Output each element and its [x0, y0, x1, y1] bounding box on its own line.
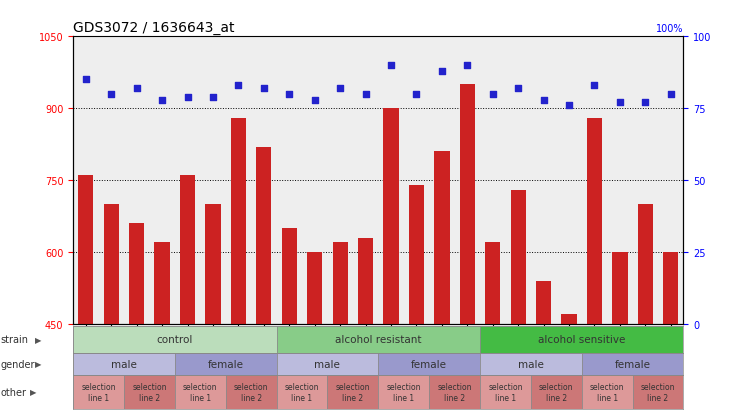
- Point: [207, 94, 219, 101]
- Text: male: male: [111, 359, 137, 369]
- Text: alcohol resistant: alcohol resistant: [335, 335, 422, 344]
- Bar: [175, 353, 276, 375]
- Text: ▶: ▶: [35, 335, 42, 344]
- Text: selection
line 1: selection line 1: [81, 382, 115, 401]
- Bar: [205, 204, 221, 324]
- Point: [182, 94, 194, 101]
- Text: selection
line 1: selection line 1: [387, 382, 421, 401]
- Bar: [175, 375, 226, 409]
- Bar: [613, 252, 627, 324]
- Bar: [276, 326, 480, 353]
- Point: [334, 85, 346, 92]
- Point: [487, 91, 499, 98]
- Point: [258, 85, 270, 92]
- Bar: [333, 243, 348, 324]
- Bar: [663, 252, 678, 324]
- Bar: [531, 375, 582, 409]
- Bar: [409, 185, 424, 324]
- Point: [232, 83, 244, 89]
- Text: male: male: [314, 359, 341, 369]
- Bar: [379, 375, 429, 409]
- Bar: [180, 176, 195, 324]
- Point: [131, 85, 143, 92]
- Point: [461, 63, 473, 69]
- Text: other: other: [1, 387, 27, 397]
- Bar: [587, 119, 602, 324]
- Bar: [307, 252, 322, 324]
- Bar: [480, 326, 683, 353]
- Text: selection
line 1: selection line 1: [285, 382, 319, 401]
- Bar: [561, 315, 577, 324]
- Text: selection
line 2: selection line 2: [234, 382, 268, 401]
- Bar: [632, 375, 683, 409]
- Bar: [256, 147, 271, 324]
- Text: ▶: ▶: [30, 387, 37, 396]
- Bar: [536, 281, 551, 324]
- Bar: [276, 375, 327, 409]
- Point: [436, 68, 447, 75]
- Text: strain: strain: [1, 335, 29, 344]
- Point: [360, 91, 371, 98]
- Point: [640, 100, 651, 107]
- Bar: [434, 152, 450, 324]
- Text: control: control: [156, 335, 193, 344]
- Point: [80, 77, 91, 83]
- Text: selection
line 2: selection line 2: [336, 382, 370, 401]
- Bar: [327, 375, 379, 409]
- Point: [512, 85, 524, 92]
- Point: [538, 97, 550, 104]
- Bar: [226, 375, 276, 409]
- Bar: [281, 228, 297, 324]
- Text: alcohol sensitive: alcohol sensitive: [538, 335, 626, 344]
- Text: male: male: [518, 359, 544, 369]
- Text: selection
line 2: selection line 2: [539, 382, 574, 401]
- Bar: [582, 375, 632, 409]
- Bar: [73, 375, 124, 409]
- Bar: [73, 326, 276, 353]
- Bar: [510, 190, 526, 324]
- Bar: [104, 204, 119, 324]
- Point: [411, 91, 423, 98]
- Text: selection
line 1: selection line 1: [183, 382, 218, 401]
- Bar: [582, 353, 683, 375]
- Bar: [637, 204, 653, 324]
- Point: [665, 91, 677, 98]
- Point: [563, 103, 575, 109]
- Text: selection
line 2: selection line 2: [641, 382, 675, 401]
- Text: selection
line 2: selection line 2: [437, 382, 471, 401]
- Text: selection
line 1: selection line 1: [590, 382, 624, 401]
- Bar: [358, 238, 374, 324]
- Text: female: female: [615, 359, 651, 369]
- Text: selection
line 1: selection line 1: [488, 382, 523, 401]
- Text: gender: gender: [1, 359, 35, 369]
- Point: [309, 97, 321, 104]
- Bar: [124, 375, 175, 409]
- Bar: [78, 176, 94, 324]
- Text: female: female: [208, 359, 243, 369]
- Bar: [480, 375, 531, 409]
- Text: ▶: ▶: [35, 359, 42, 368]
- Point: [588, 83, 600, 89]
- Point: [105, 91, 117, 98]
- Text: selection
line 2: selection line 2: [132, 382, 167, 401]
- Text: GDS3072 / 1636643_at: GDS3072 / 1636643_at: [73, 21, 235, 35]
- Point: [156, 97, 168, 104]
- Point: [614, 100, 626, 107]
- Bar: [129, 224, 144, 324]
- Bar: [154, 243, 170, 324]
- Bar: [231, 119, 246, 324]
- Bar: [429, 375, 480, 409]
- Bar: [379, 353, 480, 375]
- Bar: [276, 353, 379, 375]
- Bar: [383, 109, 398, 324]
- Bar: [460, 85, 475, 324]
- Bar: [73, 353, 175, 375]
- Text: female: female: [411, 359, 447, 369]
- Point: [385, 63, 397, 69]
- Text: 100%: 100%: [656, 24, 683, 34]
- Point: [284, 91, 295, 98]
- Bar: [480, 353, 582, 375]
- Bar: [485, 243, 500, 324]
